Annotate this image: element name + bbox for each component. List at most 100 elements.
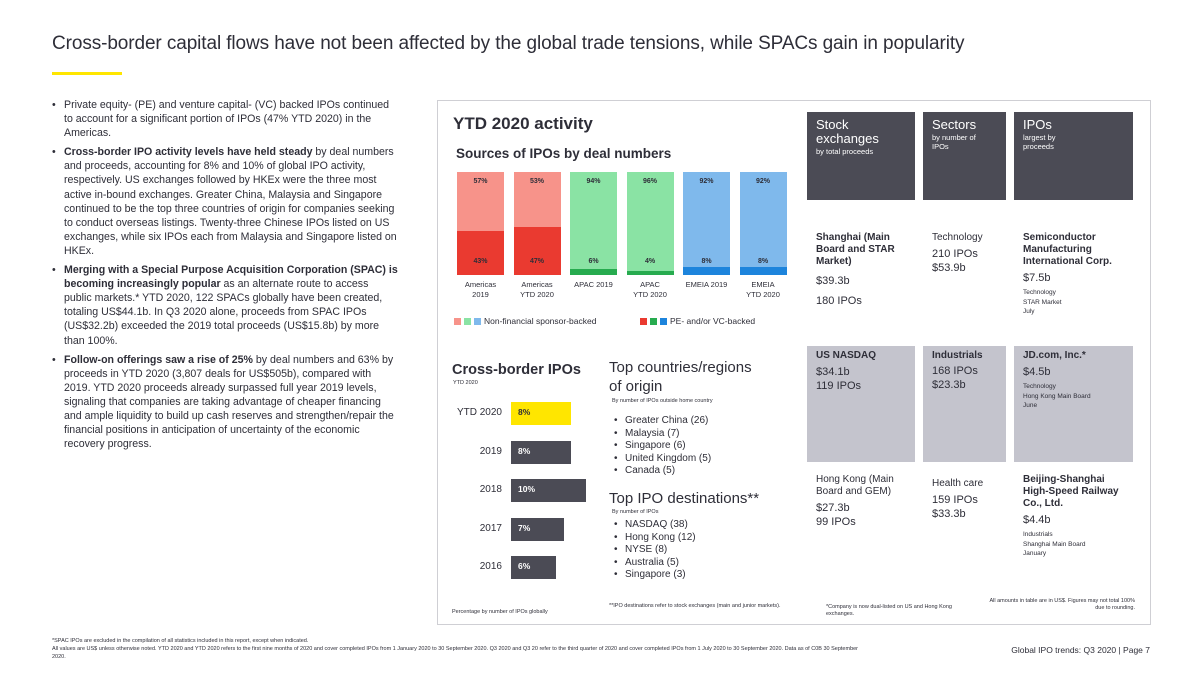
exchange-name: US NASDAQ [816, 350, 877, 361]
bar-label: 43% [473, 258, 488, 265]
bar-label: 10% [518, 484, 536, 494]
h-bar: 6% [511, 556, 556, 579]
exchange-name: Shanghai (Main Board and STAR Market) [816, 232, 895, 267]
header-title: IPOs [1023, 117, 1052, 132]
bar-label: 8% [701, 258, 712, 265]
bar-label: 47% [529, 258, 544, 265]
bullet-text: by deal numbers and 63% by proceeds in Y… [64, 353, 394, 451]
ipo-meta: Technology STAR Market July [1023, 288, 1124, 317]
sector-name: Technology [932, 232, 983, 243]
bar-segment-non-financial [683, 172, 730, 267]
bar-label: 92% [755, 178, 770, 185]
list-item: Hong Kong (12) [614, 532, 696, 545]
x-tick-label: APAC 2019 [574, 280, 613, 289]
page-title: Cross-border capital flows have not been… [52, 33, 965, 54]
exchange-name: Hong Kong (Main Board and GEM) [816, 474, 894, 497]
sources-chart-title: Sources of IPOs by deal numbers [456, 146, 672, 161]
bullet-text: Private equity- (PE) and venture capital… [64, 99, 390, 140]
exchange-cell: Hong Kong (Main Board and GEM) $27.3b 99… [807, 470, 915, 580]
list-item: NASDAQ (38) [614, 519, 696, 532]
bar-label: 7% [518, 522, 531, 533]
ipo-market: STAR Market [1023, 298, 1062, 306]
ipo-meta: Technology Hong Kong Main Board June [1023, 382, 1124, 411]
bar-segment-pe-vc [513, 226, 561, 275]
h-bar: 10% [511, 479, 586, 502]
bar-label: 92% [699, 178, 714, 185]
ipo-cell: Semiconductor Manufacturing Internationa… [1014, 228, 1133, 338]
legend-swatch [660, 317, 667, 325]
top-countries-subtitle: By number of IPOs outside home country [612, 398, 713, 404]
exchange-proceeds: $27.3b [816, 502, 850, 514]
cross-border-title: Cross-border IPOs [452, 362, 581, 378]
header-title: Stock exchanges [816, 117, 879, 146]
bullet-bold: Merging with a Special Purpose Acquisiti… [64, 264, 398, 291]
legend-swatch [454, 317, 461, 325]
exchange-proceeds: $34.1b [816, 366, 850, 378]
bar-label: 8% [757, 258, 769, 265]
x-tick-label: Americas YTD 2020 [520, 280, 554, 299]
sector-ipos: 168 IPOs [932, 365, 978, 377]
bar-segment-pe-vc [570, 268, 617, 275]
bullet-text: as an alternate route to access public m… [64, 278, 383, 347]
list-item: Singapore (6) [614, 440, 711, 453]
header-sectors: Sectors by number of IPOs [923, 112, 1006, 200]
h-bar: 8% [511, 402, 571, 425]
exchange-ipos: 180 IPOs [816, 295, 862, 307]
sector-ipos: 210 IPOs [932, 248, 978, 260]
sector-proceeds: $33.3b [932, 508, 966, 520]
exchange-ipos: 99 IPOs [816, 516, 856, 528]
bar-segment-non-financial [570, 172, 617, 269]
top-countries-title: Top countries/regions of origin [609, 358, 752, 396]
stacked-bar: 53% 47% [513, 172, 561, 275]
sector-cell: Technology 210 IPOs $53.9b [923, 228, 1006, 338]
list-item: Australia (5) [614, 557, 696, 570]
x-tick-label: APAC YTD 2020 [633, 280, 667, 299]
header-ipos: IPOs largest by proceeds [1014, 112, 1133, 200]
sector-cell: Industrials 168 IPOs $23.3b [923, 346, 1006, 462]
cross-border-footnote: Percentage by number of IPOs globally [452, 609, 548, 615]
legend-swatch [474, 317, 481, 325]
y-tick-label: 2018 [479, 484, 502, 495]
header-title: Sectors [932, 117, 977, 132]
ipo-meta: Industrials Shanghai Main Board January [1023, 530, 1124, 559]
stacked-bar: 57% 43% [457, 172, 504, 275]
header-sub: by number of IPOs [932, 133, 976, 151]
exchange-proceeds: $39.3b [816, 275, 850, 287]
list-item: Canada (5) [614, 465, 711, 478]
header-sub: largest by proceeds [1023, 133, 1056, 151]
ipo-month: June [1023, 402, 1038, 409]
header-sub: by total proceeds [816, 147, 874, 156]
stacked-bar: 94% 6% [570, 172, 617, 275]
ipo-market: Shanghai Main Board [1023, 540, 1086, 548]
bar-segment-pe-vc [457, 230, 504, 275]
page-footnote: *SPAC IPOs are excluded in the compilati… [52, 637, 872, 661]
x-tick-label: Americas 2019 [464, 280, 497, 299]
sector-cell: Health care 159 IPOs $33.3b [923, 470, 1006, 580]
bullet-text: by deal numbers and proceeds, accounting… [64, 146, 397, 257]
cross-border-subtitle: YTD 2020 [453, 380, 478, 386]
bar-label: 94% [586, 178, 601, 185]
legend-swatch [464, 317, 471, 325]
bar-label: 96% [642, 178, 657, 185]
sector-proceeds: $23.3b [932, 379, 966, 391]
ipo-name: JD.com, Inc.* [1023, 350, 1086, 361]
company-note: *Company is now dual-listed on US and Ho… [826, 604, 952, 617]
legend-swatch [640, 317, 647, 325]
list-item: Singapore (3) [614, 569, 696, 582]
y-tick-label: 2016 [479, 561, 502, 572]
ipo-sector: Technology [1023, 289, 1056, 296]
title-accent-bar [52, 72, 122, 75]
sector-proceeds: $53.9b [932, 262, 966, 274]
destinations-footnote: **IPO destinations refer to stock exchan… [609, 603, 781, 609]
legend-label: Non-financial sponsor-backed [484, 316, 597, 326]
legend-label: PE- and/or VC-backed [670, 316, 756, 326]
sector-name: Health care [932, 478, 984, 489]
legend-pe-vc: PE- and/or VC-backed [640, 316, 755, 326]
header-stock-exchanges: Stock exchanges by total proceeds [807, 112, 915, 200]
sector-name: Industrials [932, 350, 983, 361]
bullet-item: Merging with a Special Purpose Acquisiti… [50, 263, 398, 348]
y-tick-label: 2017 [479, 522, 502, 534]
h-bar: 7% [511, 517, 564, 541]
bar-label: 57% [473, 178, 488, 185]
top-destinations-list: NASDAQ (38) Hong Kong (12) NYSE (8) Aust… [614, 519, 696, 582]
